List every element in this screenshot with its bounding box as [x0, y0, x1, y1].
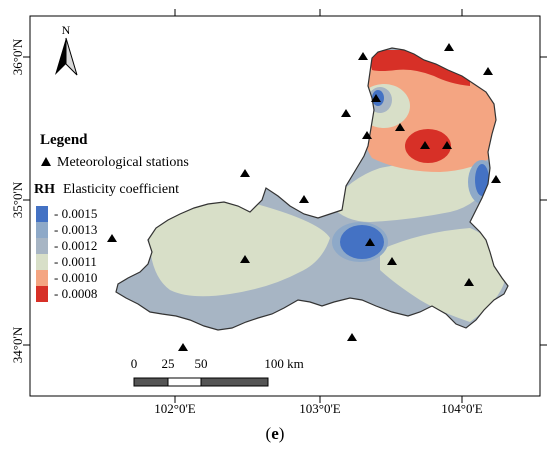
station-marker [362, 131, 372, 139]
svg-text:N: N [62, 23, 71, 37]
station-marker [240, 255, 250, 263]
lat-label-34: 34°0'N [10, 326, 25, 363]
station-marker [341, 109, 351, 117]
station-marker [299, 195, 309, 203]
station-marker [358, 52, 368, 60]
figure-caption: (e) [265, 424, 285, 443]
station-legend-icon [41, 157, 51, 166]
scale-tick-100: 100 km [264, 356, 303, 371]
scale-tick-25: 25 [162, 356, 175, 371]
legend-class-label: - 0.0008 [54, 286, 97, 301]
lat-label-35: 35°0'N [10, 181, 25, 218]
legend-title: Legend [40, 132, 88, 148]
legend-rh-abbr: RH [34, 182, 55, 197]
station-marker [240, 169, 250, 177]
map-legend: Legend Meteorological stations RH Elasti… [34, 132, 189, 302]
legend-swatch [36, 238, 48, 254]
scale-tick-50: 50 [195, 356, 208, 371]
station-marker [395, 123, 405, 131]
legend-class-label: - 0.0010 [54, 270, 97, 285]
legend-swatch [36, 254, 48, 270]
station-marker [365, 238, 375, 246]
lon-label-103: 103°0'E [299, 401, 341, 416]
station-marker [371, 94, 381, 102]
scale-bar: 0 25 50 100 km [131, 356, 304, 387]
legend-stations-label: Meteorological stations [57, 155, 189, 170]
legend-swatches: - 0.0015- 0.0013- 0.0012- 0.0011- 0.0010… [36, 206, 97, 302]
legend-swatch [36, 286, 48, 302]
legend-rh-label: Elasticity coefficient [63, 182, 179, 197]
lat-label-36: 36°0'N [10, 38, 25, 75]
legend-swatch [36, 222, 48, 238]
station-marker [178, 343, 188, 351]
lon-label-102: 102°0'E [154, 401, 196, 416]
station-marker [387, 257, 397, 265]
station-marker [444, 43, 454, 51]
frame-ticks [23, 9, 547, 403]
legend-class-label: - 0.0013 [54, 222, 97, 237]
station-marker [464, 278, 474, 286]
legend-class-label: - 0.0011 [54, 254, 97, 269]
legend-class-label: - 0.0015 [54, 206, 97, 221]
lon-label-104: 104°0'E [441, 401, 483, 416]
station-markers [107, 43, 501, 351]
legend-swatch [36, 270, 48, 286]
station-marker [347, 333, 357, 341]
north-arrow-icon: N [55, 23, 78, 76]
station-marker [442, 141, 452, 149]
station-marker [107, 234, 117, 242]
station-marker [491, 175, 501, 183]
legend-class-label: - 0.0012 [54, 238, 97, 253]
legend-swatch [36, 206, 48, 222]
scale-tick-0: 0 [131, 356, 138, 371]
station-marker [483, 67, 493, 75]
station-marker [420, 141, 430, 149]
